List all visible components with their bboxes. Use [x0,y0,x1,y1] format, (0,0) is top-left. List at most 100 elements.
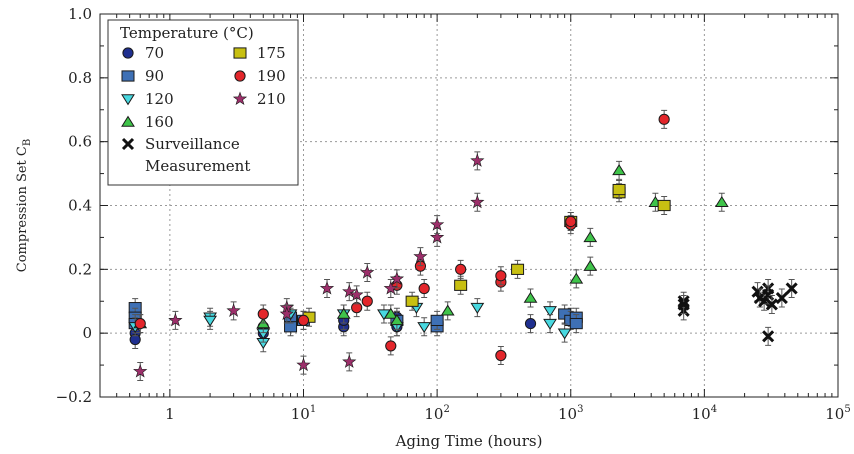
x-tick-label: 102 [424,404,449,423]
data-point [134,317,146,330]
legend-item-160: 160 [121,113,174,131]
x-tick-base: 10 [825,405,844,423]
data-point [349,287,364,301]
data-point [470,153,485,167]
y-axis-label-main: Compression Set C [15,146,30,272]
data-point [429,229,445,244]
legend-items: 70 90 120 160 175 190 210 Surveillance Measureme… [121,44,286,175]
data-point [342,354,357,368]
x-tick-exponent: 2 [443,404,449,415]
data-point [565,215,577,228]
data-point [658,113,670,125]
legend-marker [232,91,248,106]
series-160 [133,160,729,334]
data-point [583,231,598,243]
legend-label: 190 [257,67,286,85]
data-point [418,282,430,295]
data-point [296,357,311,372]
y-tick-label: 0.8 [68,69,92,87]
data-point [569,317,583,330]
legend-label: 90 [145,67,164,85]
series-70 [129,307,577,350]
x-tick-exponent: 3 [577,404,583,415]
axis-ticks: 1 101 102 103 104 105−0.200.20.40.60.81.0 [56,5,851,423]
x-tick-label: 105 [825,404,850,423]
data-point [714,195,729,208]
data-point [557,328,572,340]
legend-item-175: 175 [233,44,286,62]
data-point [495,270,507,282]
data-point [297,314,310,326]
legend: Temperature (°C) 70 90 120 160 175 190 210 Surv… [107,19,299,186]
y-tick-label: 1.0 [68,5,92,23]
x-tick-base: 10 [692,405,711,423]
data-point [413,249,428,263]
data-point [455,263,467,275]
data-point [168,312,183,327]
legend-box [107,19,299,186]
legend-label: 175 [257,44,286,62]
data-point [336,307,351,319]
legend-label: 210 [257,90,286,108]
y-tick-label: 0 [82,324,92,342]
data-point [523,291,538,303]
data-point [785,282,798,295]
data-point [511,263,525,275]
data-point [470,302,485,314]
data-point [257,308,269,320]
x-tick-label: 1 [165,405,175,423]
data-point [543,306,557,318]
x-tick-base: 1 [165,405,175,423]
legend-label: Measurement [145,157,250,175]
legend-marker [121,94,135,106]
legend-item-120: 120 [121,90,174,108]
series-120 [128,298,572,353]
x-tick-exponent: 4 [711,404,717,415]
series-surveillance-measurement [677,278,798,346]
data-point [612,183,626,196]
data-point [360,264,375,279]
data-point [226,303,241,317]
y-tick-label: 0.2 [68,260,92,278]
data-point [430,314,444,326]
data-point [495,349,507,362]
y-tick-label: −0.2 [56,388,92,406]
data-point [569,272,584,284]
y-tick-label: 0.4 [68,197,92,215]
data-point [543,318,557,330]
legend-item-70: 70 [122,44,164,62]
x-tick-exponent: 1 [310,404,316,415]
data-point [279,306,294,321]
y-axis-label-subscript: B [22,139,33,146]
legend-label: 160 [145,113,174,131]
legend-marker [122,47,134,59]
x-axis-label: Aging Time (hours) [395,432,543,450]
legend-item-surveillance: Surveillance Measurement [121,135,250,175]
legend-label: Surveillance [145,135,240,153]
legend-title: Temperature (°C) [120,24,254,42]
series-210 [133,151,485,381]
y-axis-label: Compression Set CB [15,139,33,272]
data-point [762,330,775,343]
legend-item-210: 210 [232,90,286,108]
data-point [470,194,485,209]
data-point [342,284,357,298]
legend-marker [121,137,135,151]
x-tick-base: 10 [424,405,443,423]
data-point [775,291,788,305]
data-points [128,109,798,381]
y-tick-label: 0.6 [68,133,92,151]
data-point [765,298,778,311]
data-point [383,281,398,295]
data-point [612,164,626,176]
data-point [524,317,537,330]
x-tick-exponent: 5 [844,404,850,415]
data-point [677,298,690,311]
legend-label: 70 [145,44,164,62]
data-point [133,364,148,378]
data-point [385,340,397,352]
data-point [454,279,468,291]
data-point [583,259,598,271]
data-point [383,307,398,319]
legend-item-90: 90 [121,67,164,85]
